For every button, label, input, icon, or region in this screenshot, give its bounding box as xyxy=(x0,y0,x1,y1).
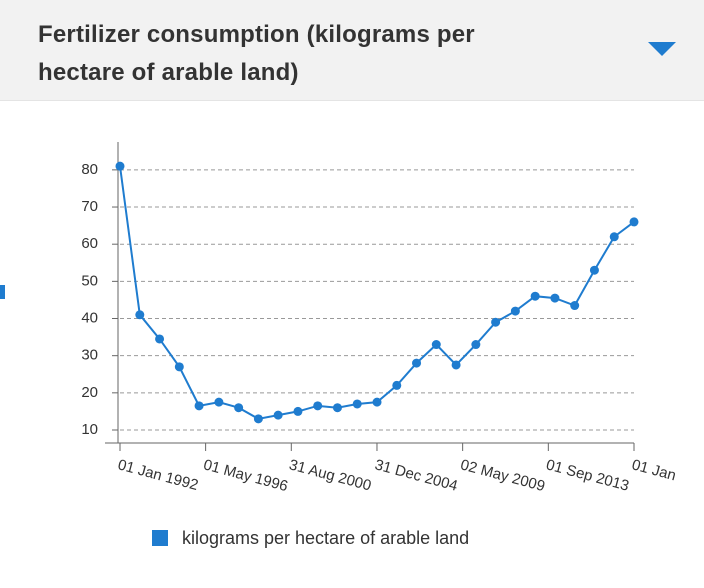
chart-title: Fertilizer consumption (kilograms per he… xyxy=(38,21,475,86)
card-header: Fertilizer consumption (kilograms per he… xyxy=(0,0,704,101)
data-point xyxy=(451,360,461,370)
data-point xyxy=(530,291,540,301)
legend-label: kilograms per hectare of arable land xyxy=(182,528,469,548)
y-tick-label: 10 xyxy=(81,421,98,438)
data-point xyxy=(629,217,639,227)
data-point xyxy=(253,414,263,424)
y-tick-label: 70 xyxy=(81,198,98,215)
data-point xyxy=(332,403,342,413)
data-point xyxy=(412,358,422,368)
data-point xyxy=(155,334,165,344)
data-point xyxy=(352,399,362,409)
data-point xyxy=(372,397,382,407)
data-point xyxy=(550,293,560,303)
y-tick-label: 40 xyxy=(81,309,98,326)
data-point xyxy=(589,265,599,275)
data-point xyxy=(609,232,619,242)
data-point xyxy=(135,310,145,320)
data-point xyxy=(115,161,125,171)
data-point xyxy=(313,401,323,411)
y-tick-label: 50 xyxy=(81,272,98,289)
x-tick-label: 01 May 1996 xyxy=(202,456,290,495)
data-point xyxy=(510,306,520,316)
data-point xyxy=(194,401,204,411)
dropdown-caret[interactable] xyxy=(648,42,676,58)
data-point xyxy=(234,403,244,413)
y-tick-label: 30 xyxy=(81,347,98,364)
legend-swatch xyxy=(152,530,168,546)
x-tick-label: 02 May 2009 xyxy=(459,456,547,495)
y-tick-label: 80 xyxy=(81,161,98,178)
data-point xyxy=(570,301,580,311)
data-point xyxy=(431,340,441,350)
data-point xyxy=(273,410,283,420)
side-marker xyxy=(0,285,5,299)
x-tick-label: 01 Sep 2013 xyxy=(544,456,631,494)
data-point xyxy=(471,340,481,350)
data-point xyxy=(392,380,402,390)
x-tick-label: 01 Jan 2018 xyxy=(630,456,704,494)
data-point xyxy=(214,397,224,407)
x-tick-label: 31 Aug 2000 xyxy=(287,456,373,494)
data-point xyxy=(293,406,303,416)
y-tick-label: 20 xyxy=(81,384,98,401)
x-tick-label: 01 Jan 1992 xyxy=(116,456,200,494)
data-point xyxy=(491,317,501,327)
series-line xyxy=(119,166,635,420)
x-tick-label: 31 Dec 2004 xyxy=(373,456,460,494)
y-tick-label: 60 xyxy=(81,235,98,252)
data-point xyxy=(174,362,184,372)
